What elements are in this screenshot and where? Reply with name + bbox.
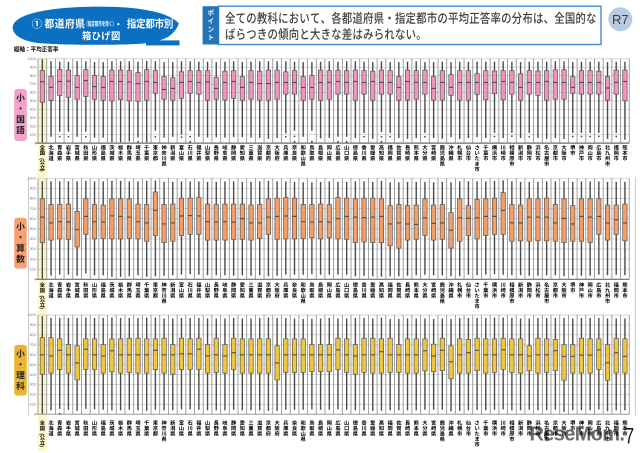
svg-text:40.0: 40.0: [30, 108, 37, 112]
svg-text:60.0: 60.0: [30, 353, 37, 357]
svg-text:90.0: 90.0: [30, 65, 37, 69]
svg-text:50.0: 50.0: [30, 99, 37, 103]
svg-text:30.0: 30.0: [30, 383, 37, 387]
svg-text:50.0: 50.0: [30, 227, 37, 231]
svg-text:10.0: 10.0: [30, 133, 37, 137]
svg-text:60.0: 60.0: [30, 217, 37, 221]
svg-text:50.0: 50.0: [30, 363, 37, 367]
svg-text:10.0: 10.0: [30, 267, 37, 271]
svg-text:90.0: 90.0: [30, 187, 37, 191]
svg-text:100.0: 100.0: [28, 57, 37, 61]
svg-text:60.0: 60.0: [30, 91, 37, 95]
svg-text:30.0: 30.0: [30, 247, 37, 251]
svg-text:70.0: 70.0: [30, 82, 37, 86]
svg-text:7: 7: [625, 423, 635, 448]
svg-text:80.0: 80.0: [30, 333, 37, 337]
svg-text:20.0: 20.0: [30, 257, 37, 261]
svg-text:20.0: 20.0: [30, 393, 37, 397]
svg-text:80.0: 80.0: [30, 74, 37, 78]
svg-text:10.0: 10.0: [30, 403, 37, 407]
svg-text:40.0: 40.0: [30, 237, 37, 241]
svg-text:20.0: 20.0: [30, 124, 37, 128]
svg-text:0: 0: [34, 141, 36, 145]
svg-text:80.0: 80.0: [30, 197, 37, 201]
svg-text:70.0: 70.0: [30, 207, 37, 211]
svg-text:70.0: 70.0: [30, 343, 37, 347]
svg-text:30.0: 30.0: [30, 116, 37, 120]
svg-text:0: 0: [34, 278, 36, 282]
svg-text:0: 0: [34, 413, 36, 417]
svg-text:90.0: 90.0: [30, 323, 37, 327]
svg-text:R7: R7: [612, 12, 629, 27]
svg-text:100.0: 100.0: [28, 313, 37, 317]
svg-text:100.0: 100.0: [28, 177, 37, 181]
svg-text:ReseMom.: ReseMom.: [530, 423, 625, 445]
svg-text:40.0: 40.0: [30, 373, 37, 377]
